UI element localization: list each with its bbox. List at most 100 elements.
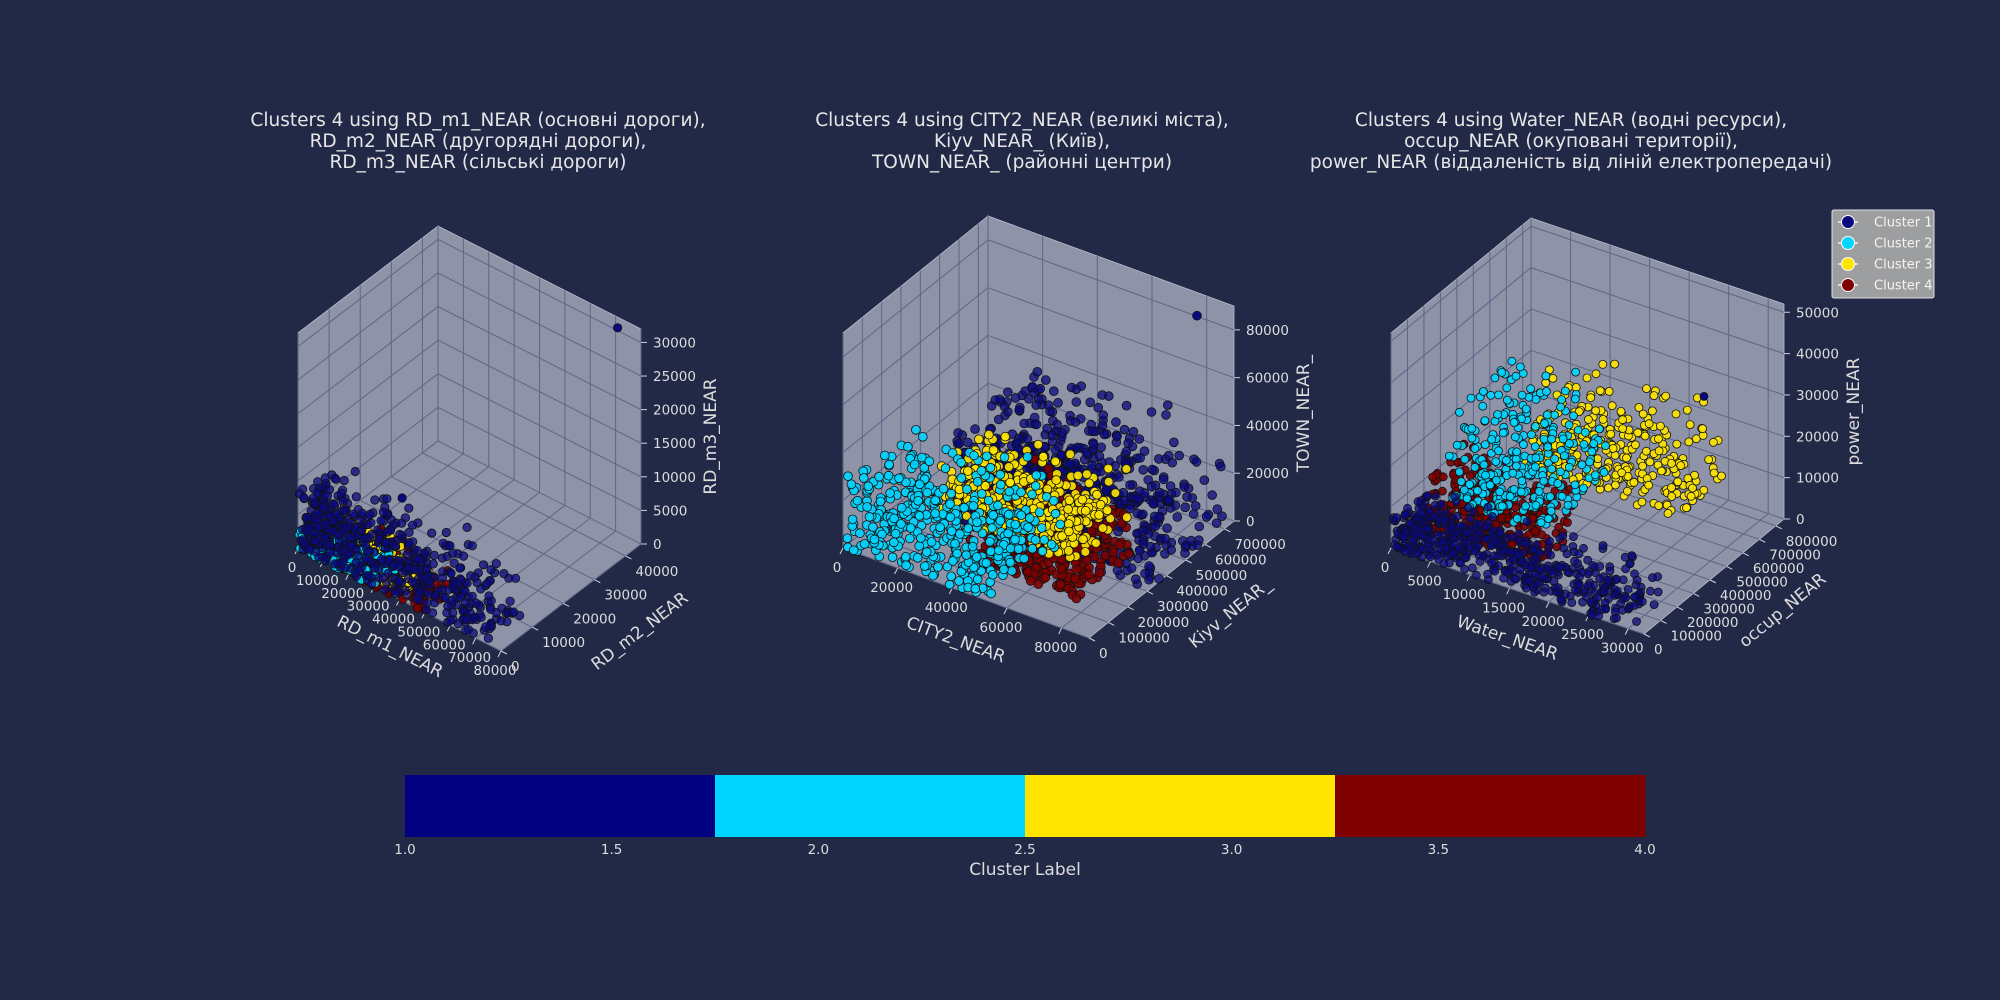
point-cluster-2: [885, 488, 895, 498]
x-tick: [497, 650, 502, 658]
point-cluster-3: [1698, 424, 1707, 434]
point-cluster-1: [402, 590, 412, 600]
point-cluster-2: [938, 483, 949, 494]
point-cluster-3: [1094, 510, 1104, 520]
point-cluster-1: [1180, 548, 1190, 558]
point-cluster-2: [1564, 420, 1574, 430]
point-cluster-2: [894, 473, 904, 484]
point-cluster-4: [1438, 472, 1448, 482]
point-cluster-2: [1034, 507, 1045, 518]
point-cluster-1: [1134, 434, 1145, 444]
point-cluster-2: [1019, 553, 1029, 564]
point-cluster-1: [1169, 437, 1179, 448]
y-tick: [1224, 528, 1231, 533]
chart-panel-2: Clusters 4 using CITY2_NEAR (великі міст…: [815, 110, 1314, 668]
point-cluster-2: [954, 576, 964, 586]
point-cluster-2: [846, 479, 857, 490]
point-cluster-1: [1545, 536, 1554, 546]
point-cluster-1: [1128, 426, 1139, 437]
point-cluster-1: [1201, 512, 1212, 522]
point-cluster-1: [445, 541, 455, 551]
point-cluster-2: [995, 479, 1006, 490]
point-cluster-1: [365, 509, 375, 520]
x-tick: [1506, 588, 1511, 595]
point-cluster-2: [1487, 434, 1496, 444]
title-line: TOWN_NEAR_ (районні центри): [871, 152, 1172, 173]
point-cluster-1: [458, 551, 469, 561]
point-cluster-2: [1511, 371, 1521, 381]
y-tick: [1775, 525, 1782, 530]
point-cluster-2: [1007, 566, 1017, 576]
point-cluster-4: [1055, 579, 1066, 590]
grid-line: [500, 543, 642, 652]
point-cluster-3: [1582, 373, 1592, 383]
y-tick: [1146, 590, 1154, 595]
point-cluster-2: [924, 456, 935, 467]
point-cluster-1: [1167, 457, 1177, 468]
point-cluster-1: [1057, 428, 1068, 438]
y-tick: [1742, 552, 1750, 557]
y-tick-label: 800000: [1786, 534, 1838, 550]
y-tick: [531, 626, 539, 631]
point-cluster-3: [1684, 437, 1694, 447]
x-tick: [1466, 574, 1471, 582]
point-cluster-2: [926, 537, 937, 547]
x-tick-label: 25000: [1561, 627, 1604, 643]
x-tick-label: 0: [1381, 560, 1390, 576]
point-cluster-3: [1092, 489, 1102, 500]
point-cluster-3: [1644, 419, 1654, 429]
point-cluster-2: [1005, 557, 1016, 568]
point-cluster-2: [852, 495, 863, 506]
point-cluster-3: [1611, 480, 1620, 490]
point-cluster-2: [972, 476, 983, 487]
point-cluster-1: [970, 424, 980, 434]
point-cluster-1: [1140, 568, 1150, 579]
point-cluster-1: [402, 549, 412, 560]
point-cluster-1: [325, 511, 335, 521]
point-cluster-1: [348, 509, 358, 519]
point-cluster-1: [954, 438, 965, 449]
point-cluster-2: [896, 502, 907, 513]
point-cluster-1: [999, 401, 1010, 412]
point-cluster-1: [1567, 598, 1577, 607]
point-cluster-3: [1122, 512, 1132, 523]
point-cluster-2: [890, 528, 901, 539]
x-tick: [894, 567, 899, 575]
point-cluster-2: [1570, 394, 1580, 404]
point-cluster-1: [364, 570, 374, 581]
point-cluster-1: [484, 591, 494, 601]
point-cluster-2: [883, 470, 894, 481]
point-cluster-2: [1550, 454, 1559, 464]
point-cluster-4: [1084, 569, 1094, 580]
point-cluster-3: [1078, 534, 1088, 545]
point-cluster-1: [1207, 490, 1217, 500]
point-cluster-3: [1618, 424, 1628, 434]
point-cluster-1: [298, 492, 309, 502]
y-tick-label: 10000: [542, 635, 585, 651]
point-cluster-2: [901, 560, 911, 570]
point-cluster-1: [1075, 413, 1086, 424]
point-cluster-2: [956, 473, 967, 483]
point-cluster-1: [1138, 525, 1148, 536]
point-cluster-4: [1497, 513, 1507, 523]
point-cluster-4: [1056, 564, 1067, 574]
point-cluster-1: [409, 564, 419, 575]
point-cluster-2: [962, 484, 972, 495]
point-cluster-4: [1113, 558, 1124, 568]
point-cluster-1: [1098, 410, 1108, 421]
chart-panel-1: Clusters 4 using RD_m1_NEAR (основні дор…: [250, 110, 721, 682]
z-tick-label: 40000: [1246, 418, 1289, 434]
point-cluster-1: [329, 499, 339, 509]
point-cluster-2: [1004, 486, 1015, 497]
point-cluster-1: [325, 540, 335, 550]
x-tick-label: 0: [288, 560, 297, 576]
y-tick-label: 30000: [604, 588, 647, 604]
title-line: RD_m3_NEAR (сільські дороги): [330, 152, 627, 173]
point-cluster-2: [1455, 407, 1464, 417]
point-cluster-1: [331, 474, 341, 484]
z-axis-label: power_NEAR: [1844, 357, 1864, 465]
point-cluster-1: [328, 526, 338, 537]
point-cluster-2: [985, 462, 996, 473]
y-tick: [1676, 606, 1684, 611]
point-cluster-2: [868, 522, 878, 532]
